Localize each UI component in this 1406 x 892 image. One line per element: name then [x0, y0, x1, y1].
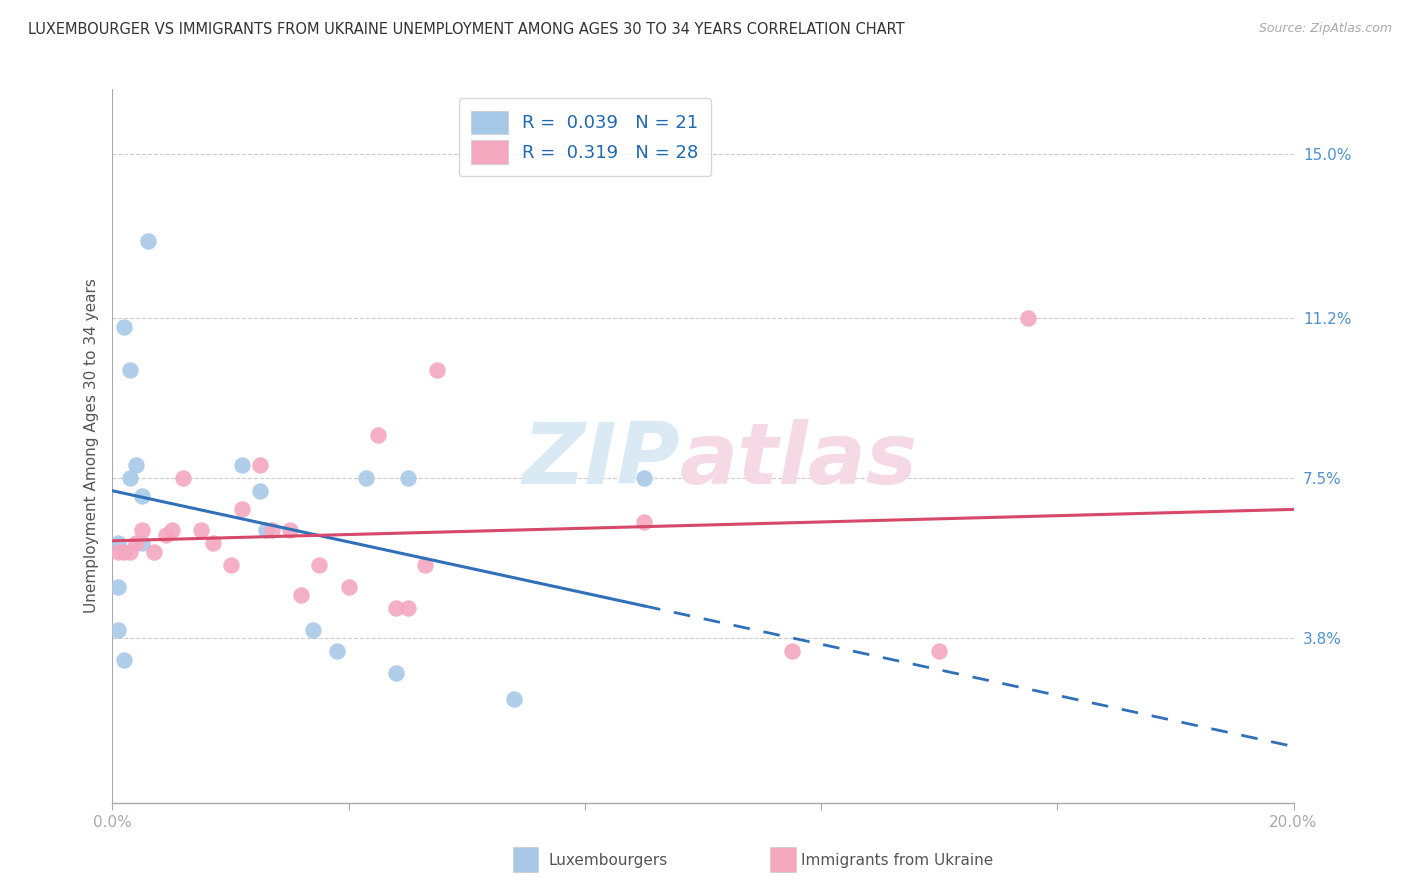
Text: Luxembourgers: Luxembourgers	[548, 854, 668, 868]
Y-axis label: Unemployment Among Ages 30 to 34 years: Unemployment Among Ages 30 to 34 years	[83, 278, 98, 614]
Point	[385, 666, 408, 681]
Point	[231, 458, 253, 473]
Point	[254, 524, 277, 538]
Point	[112, 320, 135, 334]
Point	[415, 558, 437, 572]
Point	[120, 545, 142, 559]
Point	[125, 458, 148, 473]
Point	[260, 524, 283, 538]
Point	[120, 471, 142, 485]
Point	[367, 428, 389, 442]
Point	[131, 489, 153, 503]
Text: ZIP: ZIP	[522, 418, 679, 502]
Point	[107, 623, 129, 637]
Point	[120, 363, 142, 377]
Point	[125, 536, 148, 550]
Point	[396, 601, 419, 615]
Text: LUXEMBOURGER VS IMMIGRANTS FROM UKRAINE UNEMPLOYMENT AMONG AGES 30 TO 34 YEARS C: LUXEMBOURGER VS IMMIGRANTS FROM UKRAINE …	[28, 22, 904, 37]
Point	[385, 601, 408, 615]
Point	[142, 545, 165, 559]
Point	[107, 536, 129, 550]
Point	[633, 515, 655, 529]
Point	[249, 458, 271, 473]
Point	[326, 644, 349, 658]
Point	[112, 545, 135, 559]
Point	[396, 471, 419, 485]
Point	[249, 484, 271, 499]
Point	[190, 524, 212, 538]
Text: atlas: atlas	[679, 418, 918, 502]
Point	[928, 644, 950, 658]
Point	[633, 471, 655, 485]
Point	[278, 524, 301, 538]
Point	[302, 623, 325, 637]
Point	[503, 692, 526, 706]
Point	[1017, 311, 1039, 326]
Point	[231, 501, 253, 516]
Point	[201, 536, 224, 550]
Point	[337, 580, 360, 594]
Point	[308, 558, 330, 572]
Point	[131, 524, 153, 538]
Point	[219, 558, 242, 572]
Point	[290, 588, 312, 602]
Point	[155, 527, 177, 541]
Point	[107, 545, 129, 559]
Text: Source: ZipAtlas.com: Source: ZipAtlas.com	[1258, 22, 1392, 36]
Point	[356, 471, 378, 485]
Point	[172, 471, 194, 485]
Point	[160, 524, 183, 538]
Point	[426, 363, 449, 377]
Point	[112, 653, 135, 667]
Point	[131, 536, 153, 550]
Point	[780, 644, 803, 658]
Legend: R =  0.039   N = 21, R =  0.319   N = 28: R = 0.039 N = 21, R = 0.319 N = 28	[458, 98, 711, 177]
Point	[107, 580, 129, 594]
Text: Immigrants from Ukraine: Immigrants from Ukraine	[801, 854, 994, 868]
Point	[136, 234, 159, 248]
